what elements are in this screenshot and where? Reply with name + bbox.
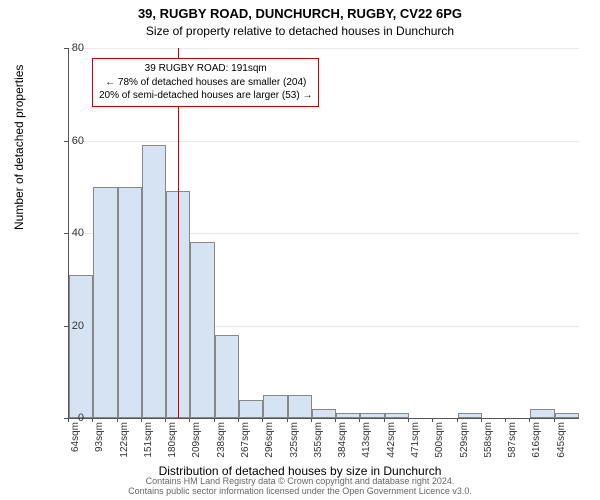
y-axis-label: Number of detached properties <box>12 65 26 230</box>
x-tick-mark <box>141 418 142 422</box>
grid-line <box>69 48 579 49</box>
x-tick-label: 209sqm <box>191 422 202 472</box>
x-tick-label: 471sqm <box>410 422 421 472</box>
footer-line1: Contains HM Land Registry data © Crown c… <box>0 476 600 486</box>
x-tick-mark <box>68 418 69 422</box>
x-tick-label: 93sqm <box>94 422 105 472</box>
histogram-bar <box>385 413 409 418</box>
annotation-line2: ← 78% of detached houses are smaller (20… <box>99 76 312 90</box>
x-tick-mark <box>165 418 166 422</box>
x-tick-mark <box>554 418 555 422</box>
x-tick-label: 500sqm <box>434 422 445 472</box>
histogram-bar <box>118 187 142 418</box>
grid-line <box>69 141 579 142</box>
x-tick-label: 616sqm <box>531 422 542 472</box>
y-tick-mark <box>64 141 68 142</box>
annotation-line3: 20% of semi-detached houses are larger (… <box>99 89 312 103</box>
x-tick-label: 587sqm <box>507 422 518 472</box>
x-tick-mark <box>457 418 458 422</box>
x-tick-label: 355sqm <box>313 422 324 472</box>
histogram-bar <box>69 275 93 418</box>
x-tick-label: 529sqm <box>459 422 470 472</box>
histogram-bar <box>93 187 117 418</box>
y-tick-label: 20 <box>58 320 84 332</box>
histogram-bar <box>239 400 263 419</box>
x-tick-label: 122sqm <box>119 422 130 472</box>
histogram-bar <box>360 413 384 418</box>
footer-line2: Contains public sector information licen… <box>0 486 600 496</box>
x-tick-mark <box>287 418 288 422</box>
x-tick-label: 64sqm <box>70 422 81 472</box>
footer: Contains HM Land Registry data © Crown c… <box>0 476 600 496</box>
x-tick-label: 238sqm <box>216 422 227 472</box>
histogram-bar <box>312 409 336 418</box>
y-tick-mark <box>64 326 68 327</box>
x-tick-label: 558sqm <box>483 422 494 472</box>
x-tick-mark <box>214 418 215 422</box>
histogram-bar <box>530 409 554 418</box>
y-tick-label: 80 <box>58 42 84 54</box>
histogram-bar <box>263 395 287 418</box>
histogram-bar <box>288 395 312 418</box>
x-tick-label: 267sqm <box>240 422 251 472</box>
x-tick-label: 180sqm <box>167 422 178 472</box>
x-tick-mark <box>117 418 118 422</box>
x-tick-label: 384sqm <box>337 422 348 472</box>
x-tick-mark <box>238 418 239 422</box>
x-tick-label: 325sqm <box>289 422 300 472</box>
y-tick-mark <box>64 233 68 234</box>
x-tick-label: 151sqm <box>143 422 154 472</box>
histogram-bar <box>142 145 166 418</box>
chart-subtitle: Size of property relative to detached ho… <box>0 24 600 38</box>
x-tick-label: 296sqm <box>264 422 275 472</box>
histogram-bar <box>555 413 579 418</box>
x-tick-label: 413sqm <box>361 422 372 472</box>
histogram-bar <box>458 413 482 418</box>
x-tick-mark <box>335 418 336 422</box>
histogram-bar <box>190 242 214 418</box>
x-tick-label: 645sqm <box>556 422 567 472</box>
histogram-bar <box>215 335 239 418</box>
x-tick-mark <box>505 418 506 422</box>
y-tick-mark <box>64 48 68 49</box>
x-tick-mark <box>481 418 482 422</box>
chart-title: 39, RUGBY ROAD, DUNCHURCH, RUGBY, CV22 6… <box>0 6 600 21</box>
x-tick-mark <box>384 418 385 422</box>
x-tick-mark <box>408 418 409 422</box>
x-tick-mark <box>311 418 312 422</box>
histogram-bar <box>336 413 360 418</box>
y-tick-label: 40 <box>58 227 84 239</box>
x-tick-label: 442sqm <box>386 422 397 472</box>
annotation-line1: 39 RUGBY ROAD: 191sqm <box>99 62 312 76</box>
y-tick-label: 60 <box>58 135 84 147</box>
annotation-box: 39 RUGBY ROAD: 191sqm ← 78% of detached … <box>92 58 319 107</box>
